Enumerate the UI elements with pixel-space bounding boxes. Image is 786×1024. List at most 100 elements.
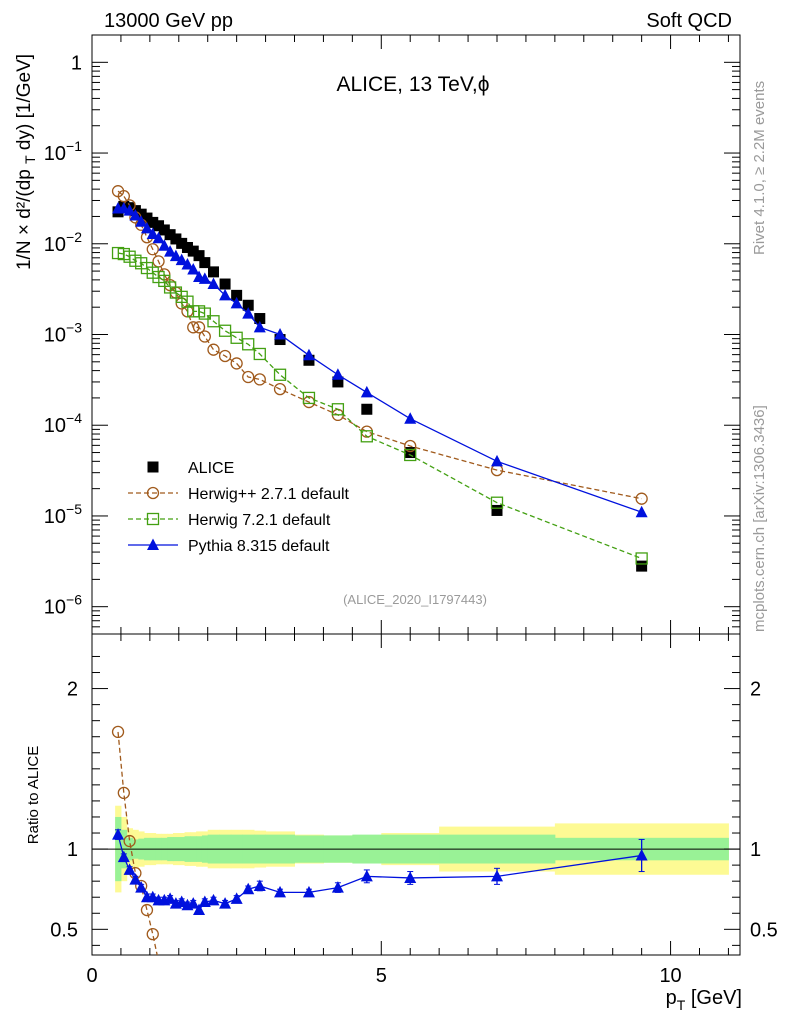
ratio-pythia-8-315-default-point — [302, 885, 315, 898]
legend-marker — [146, 486, 160, 500]
ratio-pythia-8-315-default-point — [635, 848, 648, 861]
ratio-pythia-8-315-default-point — [360, 869, 373, 882]
herwig-7-2-1-default-point — [207, 315, 220, 328]
alice-point — [153, 220, 165, 232]
pythia-8-315-default-point — [164, 245, 177, 257]
ratio-y-tick-label-right: 2 — [750, 679, 761, 701]
herwig-2-7-1-default-point — [192, 321, 206, 334]
pythia-8-315-default-point — [175, 253, 188, 266]
ratio-pythia-8-315-default-point — [207, 893, 220, 906]
pythia-8-315-default-point — [140, 221, 153, 234]
ratio-pythia-8-315-default-point — [242, 882, 255, 895]
pythia-8-315-default-point — [242, 307, 255, 319]
herwig-2-7-1-default-point — [117, 189, 130, 203]
pythia-8-315-default-point — [491, 454, 503, 467]
alice-point — [147, 216, 159, 228]
pythia-8-315-default-point — [123, 204, 136, 216]
y-tick-label: 10−5 — [44, 501, 82, 528]
pythia-8-315-default-point — [169, 249, 182, 262]
alice-point — [208, 266, 219, 278]
herwig-7-2-1-default-point — [218, 324, 232, 337]
herwig-2-7-1-default-point — [207, 343, 220, 356]
pythia-8-315-default-point — [181, 258, 194, 270]
alice-point — [181, 241, 193, 253]
ratio-herwig-2-7-1-default-point — [140, 903, 154, 917]
herwig-7-2-1-default-point — [331, 403, 345, 416]
pythia-8-315-default-point — [207, 277, 220, 290]
herwig-7-2-1-default-point — [253, 347, 266, 361]
ratio-pythia-8-315-default-point — [274, 885, 287, 898]
ratio-herwig-2-7-1-default-point — [146, 927, 159, 941]
pythia-8-315-default-point — [331, 368, 344, 380]
ratio-panel-frame — [91, 633, 741, 956]
y-tick-label: 10−4 — [44, 410, 82, 437]
ratio-y-tick-label-left: 0.5 — [50, 919, 78, 941]
alice-point — [219, 278, 231, 290]
herwig-7-2-1-default-point — [230, 331, 243, 344]
herwig-2-7-1-default-point — [273, 382, 287, 396]
herwig-2-7-1-default-line — [117, 190, 642, 500]
herwig-7-2-1-default-point — [302, 391, 316, 405]
ratio-pythia-8-315-default-point — [164, 892, 177, 904]
pythia-8-315-default-point — [302, 348, 315, 361]
main-y-axis-label-text: 1/N × d²/(dp — [14, 169, 35, 270]
alice-point — [242, 299, 254, 311]
alice-point — [254, 313, 266, 325]
alice-point — [274, 334, 286, 346]
herwig-2-7-1-default-point — [187, 321, 200, 334]
legend-marker — [147, 461, 159, 473]
herwig-2-7-1-default-point — [242, 370, 255, 384]
alice-point — [135, 208, 147, 220]
alice-point — [361, 403, 373, 415]
pythia-8-315-default-point — [152, 231, 165, 244]
herwig-7-2-1-default-point — [404, 448, 417, 462]
legend-label: Herwig 7.2.1 default — [188, 512, 331, 529]
plot-title: ALICE, 13 TeV,ϕ — [336, 73, 489, 96]
ratio-pythia-8-315-default-point — [187, 897, 200, 909]
alice-point — [636, 560, 648, 572]
alice-point — [193, 250, 205, 262]
herwig-2-7-1-default-point — [146, 243, 159, 256]
herwig-2-7-1-default-point — [253, 373, 266, 386]
analysis-tag: (ALICE_2020_I1797443) — [343, 592, 487, 607]
ratio-y-tick-label-left: 1 — [67, 839, 78, 861]
pythia-8-315-default-point — [230, 296, 243, 309]
y-tick-label: 1 — [71, 52, 82, 74]
ratio-pythia-8-315-default-point — [331, 881, 344, 893]
ratio-pythia-8-315-default-point — [135, 881, 148, 893]
pythia-8-315-default-point — [198, 272, 211, 284]
alice-point — [231, 289, 243, 301]
pythia-8-315-default-point — [274, 328, 287, 340]
pythia-8-315-default-point — [146, 227, 159, 240]
alice-point — [199, 257, 211, 269]
pythia-8-315-default-point — [253, 320, 266, 333]
pythia-8-315-default-point — [135, 215, 148, 227]
ratio-y-tick-label-right: 1 — [750, 839, 761, 861]
ratio-pythia-8-315-default-point — [123, 863, 136, 875]
legend-label: ALICE — [188, 460, 234, 477]
alice-point — [141, 212, 153, 224]
collision-label: 13000 GeV pp — [104, 10, 233, 32]
rivet-version-label: Rivet 4.1.0, ≥ 2.2M events — [751, 81, 768, 255]
ratio-y-tick-label-right: 0.5 — [750, 919, 778, 941]
x-tick-label: 0 — [86, 965, 97, 987]
alice-point — [170, 233, 182, 245]
herwig-7-2-1-default-line — [117, 252, 642, 560]
y-tick-label: 10−2 — [44, 229, 82, 256]
herwig-7-2-1-default-point — [635, 552, 648, 565]
legend-marker — [146, 512, 160, 526]
herwig-2-7-1-default-point — [230, 357, 243, 370]
legend-label: Herwig++ 2.7.1 default — [188, 486, 350, 503]
legend-label: Pythia 8.315 default — [188, 538, 330, 555]
category-label: Soft QCD — [646, 10, 732, 32]
ratio-pythia-8-315-default-point — [117, 850, 130, 863]
alice-point — [332, 376, 344, 388]
pythia-8-315-default-point — [187, 263, 200, 275]
ratio-pythia-8-315-default-point — [129, 873, 142, 885]
x-axis-label: pT [GeV] — [666, 987, 742, 1013]
alice-point — [404, 447, 416, 459]
pythia-8-315-default-point — [635, 505, 648, 518]
ratio-herwig-2-7-1-default-point — [123, 834, 136, 848]
ratio-pythia-8-315-default-point — [112, 828, 125, 840]
ratio-pythia-8-315-default-point — [491, 869, 503, 882]
